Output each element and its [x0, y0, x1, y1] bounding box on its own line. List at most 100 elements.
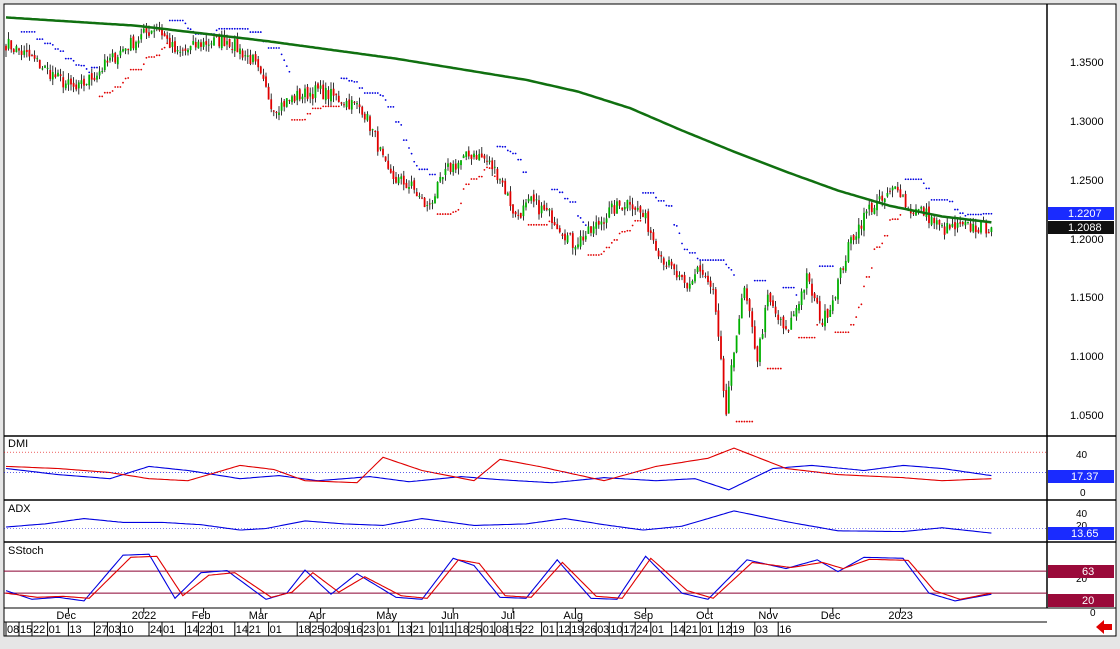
candle-body: [980, 220, 982, 233]
candle-body: [431, 202, 434, 204]
candle-body: [462, 155, 465, 159]
sar-dot: [707, 259, 709, 261]
candle-body: [397, 177, 400, 184]
sar-dot: [236, 27, 239, 30]
candle-body: [259, 66, 262, 74]
candle-body: [777, 314, 780, 320]
day-label: 26: [584, 624, 596, 636]
sar-dot: [933, 198, 936, 201]
candle-body: [44, 65, 46, 68]
scroll-left-arrow-icon[interactable]: [1096, 620, 1112, 634]
sar-dot: [28, 30, 31, 33]
sar-dot: [369, 92, 371, 94]
candle-body: [540, 205, 543, 214]
candle-body: [444, 168, 447, 175]
candle-body: [532, 194, 535, 202]
sar-dot: [72, 59, 75, 62]
sar-dot: [353, 81, 356, 83]
day-label: 27: [95, 624, 107, 636]
candle-body: [449, 162, 452, 172]
adx-pane: [4, 510, 1047, 534]
sar-dot: [85, 68, 88, 70]
sar-dot: [826, 265, 829, 268]
candle-body: [808, 273, 811, 282]
sar-dot: [701, 259, 704, 261]
candle-body: [933, 218, 936, 224]
sar-dot: [985, 212, 988, 215]
sar-dot: [358, 87, 361, 89]
day-label: 18: [457, 624, 469, 636]
candle-body: [961, 222, 964, 225]
sar-dot: [990, 212, 993, 215]
sar-dot: [179, 19, 182, 22]
day-label: 14: [186, 624, 198, 636]
candle-body: [387, 160, 390, 169]
sar-dot: [870, 267, 873, 269]
sar-dot: [959, 212, 962, 215]
day-label: 23: [363, 624, 375, 636]
sar-dot: [46, 42, 49, 45]
candle-body: [647, 211, 650, 232]
candle-body: [699, 265, 702, 272]
candle-body: [605, 218, 608, 223]
sar-dot: [722, 259, 725, 261]
stoch-d-line: [5, 555, 992, 600]
month-label: Feb: [192, 610, 211, 622]
candle-body: [519, 212, 522, 218]
sar-dot: [449, 213, 452, 215]
sar-dot: [473, 178, 475, 180]
sar-dot: [96, 66, 98, 69]
candle-body: [772, 300, 774, 307]
day-label: 10: [121, 624, 133, 636]
candle-body: [231, 48, 234, 51]
sar-dot: [738, 420, 741, 423]
candle-body: [639, 206, 642, 213]
price-pane: [5, 16, 993, 423]
candle-body: [132, 36, 135, 49]
sar-dot: [769, 367, 772, 370]
candle-body: [475, 155, 478, 160]
close-value-text: 1.2088: [1068, 222, 1102, 234]
sar-dot: [527, 223, 530, 226]
sar-dot: [517, 158, 520, 161]
month-label: Nov: [758, 610, 778, 622]
candle-body: [83, 78, 85, 86]
stoch-upper-text: 63: [1082, 566, 1094, 578]
candle-body: [603, 222, 605, 224]
sar-dot: [408, 147, 410, 149]
candle-body: [935, 220, 938, 225]
day-label: 01: [701, 624, 713, 636]
sar-dot: [592, 254, 595, 256]
sar-dot: [634, 219, 637, 222]
price-tick-label: 1.1500: [1070, 292, 1104, 304]
sar-dot: [668, 205, 670, 207]
sar-dot: [730, 268, 733, 271]
sar-dot: [90, 66, 93, 69]
candle-body: [239, 48, 241, 55]
candle-body: [608, 207, 611, 218]
candle-body: [946, 223, 949, 234]
candle-body: [171, 42, 174, 47]
sar-dot: [402, 139, 405, 142]
candle-body: [717, 310, 720, 337]
sar-dot: [447, 213, 449, 215]
sar-dot: [285, 65, 288, 68]
candle-body: [96, 75, 98, 80]
candle-body: [855, 236, 858, 240]
sar-dot: [553, 188, 556, 191]
sar-dot: [941, 198, 943, 201]
sar-dot: [626, 229, 629, 232]
candle-body: [249, 54, 252, 64]
candle-body: [675, 270, 678, 278]
sar-dot: [116, 86, 119, 88]
candle-body: [730, 365, 733, 386]
sar-dot: [350, 79, 353, 82]
sar-dot: [616, 239, 618, 241]
candle-body: [374, 130, 377, 133]
sar-dot: [483, 168, 486, 171]
sar-dot: [80, 64, 83, 67]
sar-dot: [925, 187, 928, 190]
candle-body: [465, 151, 468, 157]
dmi-pane: [4, 447, 1047, 491]
